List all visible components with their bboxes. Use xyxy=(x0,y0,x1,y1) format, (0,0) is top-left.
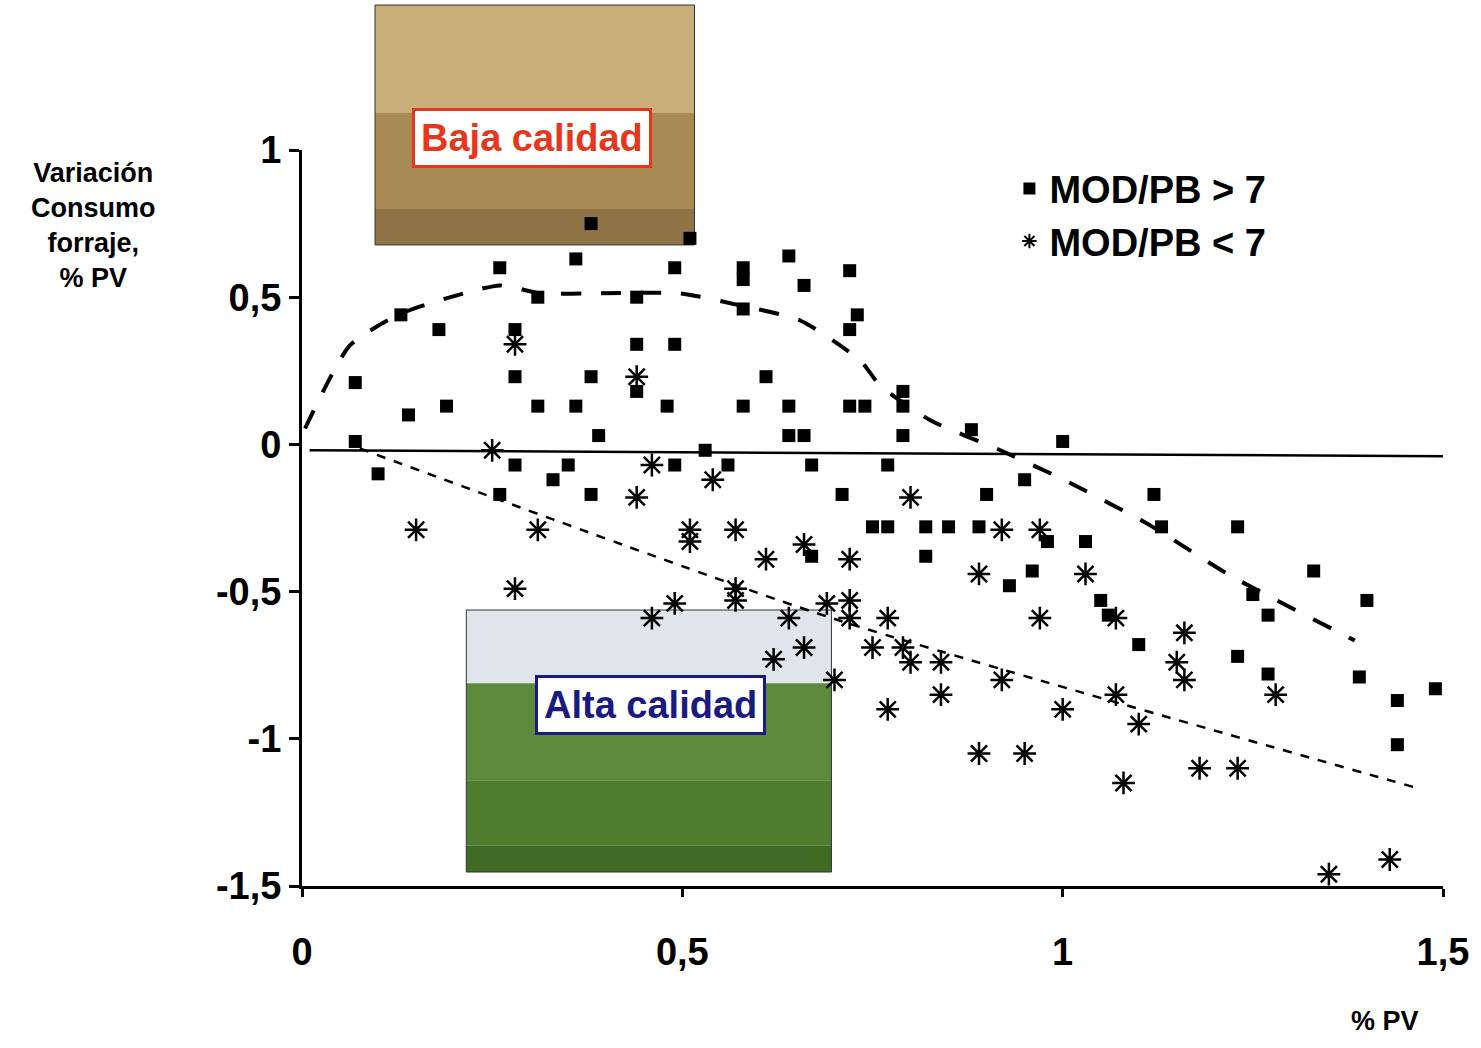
svg-text:-1: -1 xyxy=(248,718,282,760)
svg-text:Alta calidad: Alta calidad xyxy=(544,684,757,726)
svg-text:MOD/PB < 7: MOD/PB < 7 xyxy=(1049,222,1265,264)
svg-text:MOD/PB > 7: MOD/PB > 7 xyxy=(1049,169,1265,211)
svg-text:1,5: 1,5 xyxy=(1417,931,1470,973)
svg-text:0: 0 xyxy=(291,931,312,973)
svg-text:0: 0 xyxy=(260,424,281,466)
svg-text:-0,5: -0,5 xyxy=(216,571,281,613)
svg-text:VariaciónConsumoforraje,% PV: VariaciónConsumoforraje,% PV xyxy=(31,158,156,293)
svg-text:-1,5: -1,5 xyxy=(216,865,281,907)
svg-text:0,5: 0,5 xyxy=(229,277,282,319)
svg-text:1: 1 xyxy=(260,129,281,171)
svg-text:0,5: 0,5 xyxy=(656,931,709,973)
svg-text:Baja calidad: Baja calidad xyxy=(421,117,643,159)
svg-text:% PV: % PV xyxy=(1351,1006,1419,1036)
svg-text:1: 1 xyxy=(1052,931,1073,973)
